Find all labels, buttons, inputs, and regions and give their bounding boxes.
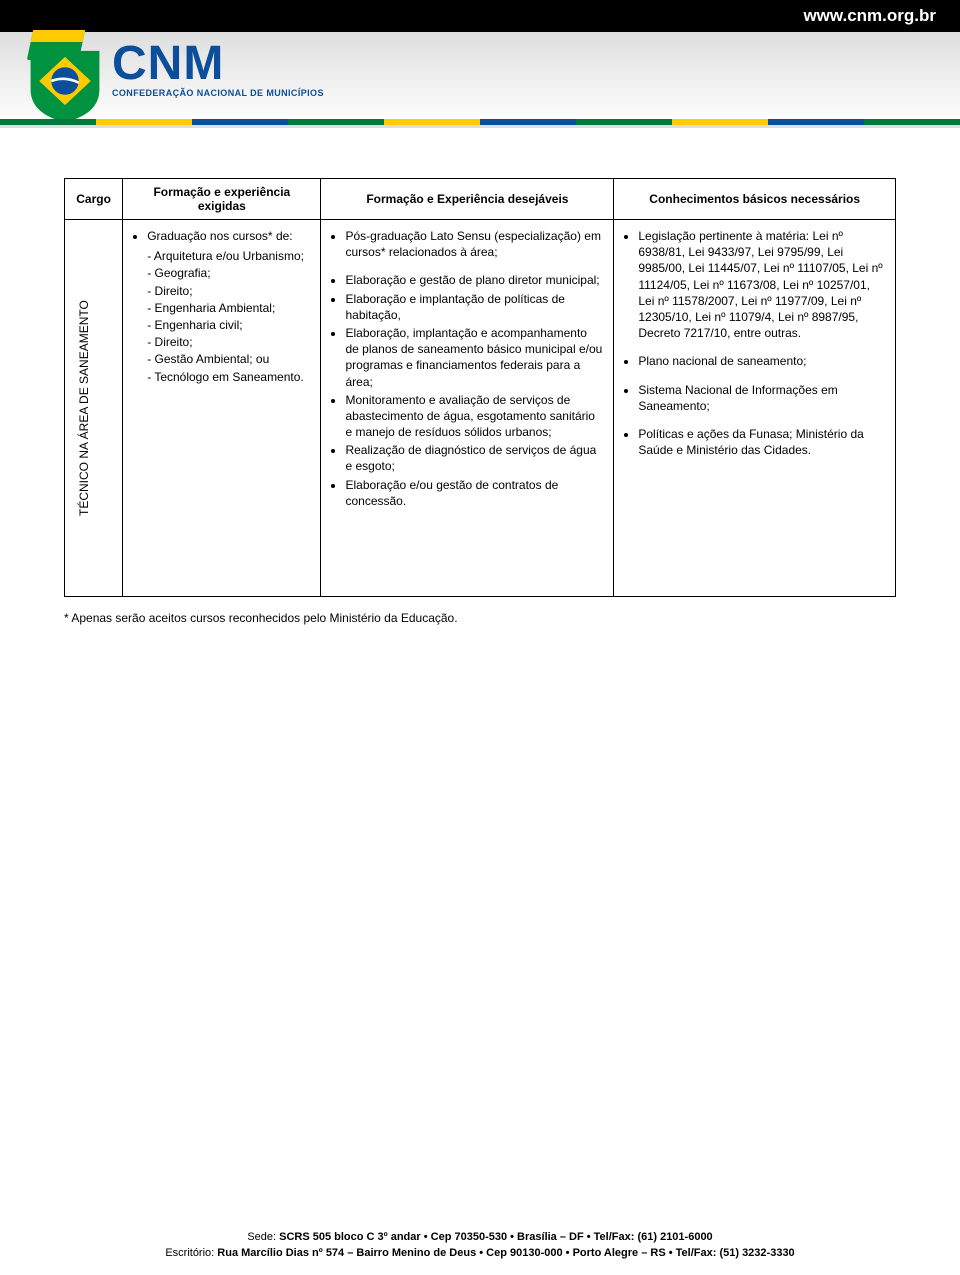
stripe-segment: [288, 119, 384, 125]
list-item: Elaboração e implantação de políticas de…: [345, 291, 603, 323]
site-url: www.cnm.org.br: [803, 6, 936, 26]
page: www.cnm.org.br CNM CONFEDERAÇÃO NACIONAL…: [0, 0, 960, 1275]
stripe-segment: [0, 119, 96, 125]
th-formacao: Formação e experiência exigidas: [123, 179, 321, 220]
list-item: Graduação nos cursos* de: - Arquitetura …: [147, 228, 310, 385]
conhecimentos-list: Legislação pertinente à matéria: Lei nº …: [624, 228, 885, 458]
footer-label-2: Escritório:: [165, 1247, 214, 1259]
th-conhecimentos: Conhecimentos básicos necessários: [614, 179, 896, 220]
stripe-segment: [192, 119, 288, 125]
footer-line-2: Escritório: Rua Marcílio Dias nº 574 – B…: [20, 1246, 940, 1261]
sub-list: - Arquitetura e/ou Urbanismo;- Geografia…: [147, 248, 310, 385]
header-banner: CNM CONFEDERAÇÃO NACIONAL DE MUNICÍPIOS: [0, 32, 960, 128]
stripe-bar: [0, 119, 960, 125]
logo-abbr: CNM: [112, 40, 324, 88]
stripe-segment: [672, 119, 768, 125]
brazil-flag-shield-icon: [22, 38, 108, 124]
list-item: Elaboração e gestão de plano diretor mun…: [345, 272, 603, 288]
list-item: - Tecnólogo em Saneamento.: [147, 369, 310, 385]
stripe-segment: [384, 119, 480, 125]
list-item: - Gestão Ambiental; ou: [147, 351, 310, 367]
stripe-segment: [96, 119, 192, 125]
list-item: Legislação pertinente à matéria: Lei nº …: [638, 228, 885, 341]
logo-subtitle: CONFEDERAÇÃO NACIONAL DE MUNICÍPIOS: [112, 88, 324, 98]
footer-text-1: SCRS 505 bloco C 3º andar • Cep 70350-53…: [276, 1231, 713, 1243]
footer-line-1: Sede: SCRS 505 bloco C 3º andar • Cep 70…: [20, 1230, 940, 1245]
job-table: Cargo Formação e experiência exigidas Fo…: [64, 178, 896, 597]
cell-cargo: TÉCNICO NA ÁREA DE SANEAMENTO: [65, 220, 123, 597]
table-row: TÉCNICO NA ÁREA DE SANEAMENTO Graduação …: [65, 220, 896, 597]
footer-text-2: Rua Marcílio Dias nº 574 – Bairro Menino…: [214, 1247, 794, 1259]
list-item: - Engenharia civil;: [147, 317, 310, 333]
stripe-segment: [864, 119, 960, 125]
list-item: Pós-graduação Lato Sensu (especialização…: [345, 228, 603, 260]
stripe-segment: [768, 119, 864, 125]
list-item: Elaboração e/ou gestão de contratos de c…: [345, 477, 603, 509]
list-item: - Direito;: [147, 283, 310, 299]
list-item: Realização de diagnóstico de serviços de…: [345, 442, 603, 474]
logo: CNM CONFEDERAÇÃO NACIONAL DE MUNICÍPIOS: [22, 28, 342, 132]
list-item: Elaboração, implantação e acompanhamento…: [345, 325, 603, 390]
footer: Sede: SCRS 505 bloco C 3º andar • Cep 70…: [0, 1220, 960, 1275]
list-item: Sistema Nacional de Informações em Sanea…: [638, 382, 885, 414]
logo-text: CNM CONFEDERAÇÃO NACIONAL DE MUNICÍPIOS: [112, 40, 324, 98]
th-cargo: Cargo: [65, 179, 123, 220]
cell-desejaveis: Pós-graduação Lato Sensu (especialização…: [321, 220, 614, 597]
list-item: Plano nacional de saneamento;: [638, 353, 885, 369]
th-desejaveis: Formação e Experiência desejáveis: [321, 179, 614, 220]
footnote: * Apenas serão aceitos cursos reconhecid…: [64, 611, 896, 625]
list-item: - Geografia;: [147, 265, 310, 281]
content-area: Cargo Formação e experiência exigidas Fo…: [0, 128, 960, 657]
list-item: Políticas e ações da Funasa; Ministério …: [638, 426, 885, 458]
cargo-label: TÉCNICO NA ÁREA DE SANEAMENTO: [75, 228, 93, 588]
list-item: - Direito;: [147, 334, 310, 350]
desejaveis-list: Pós-graduação Lato Sensu (especialização…: [331, 228, 603, 509]
table-header-row: Cargo Formação e experiência exigidas Fo…: [65, 179, 896, 220]
list-item: Monitoramento e avaliação de serviços de…: [345, 392, 603, 441]
footer-label-1: Sede:: [247, 1231, 276, 1243]
stripe-segment: [576, 119, 672, 125]
lead-text: Graduação nos cursos* de:: [147, 229, 292, 243]
stripe-segment: [480, 119, 576, 125]
cell-conhecimentos: Legislação pertinente à matéria: Lei nº …: [614, 220, 896, 597]
formacao-list: Graduação nos cursos* de: - Arquitetura …: [133, 228, 310, 385]
list-item: - Engenharia Ambiental;: [147, 300, 310, 316]
list-item: - Arquitetura e/ou Urbanismo;: [147, 248, 310, 264]
cell-formacao: Graduação nos cursos* de: - Arquitetura …: [123, 220, 321, 597]
